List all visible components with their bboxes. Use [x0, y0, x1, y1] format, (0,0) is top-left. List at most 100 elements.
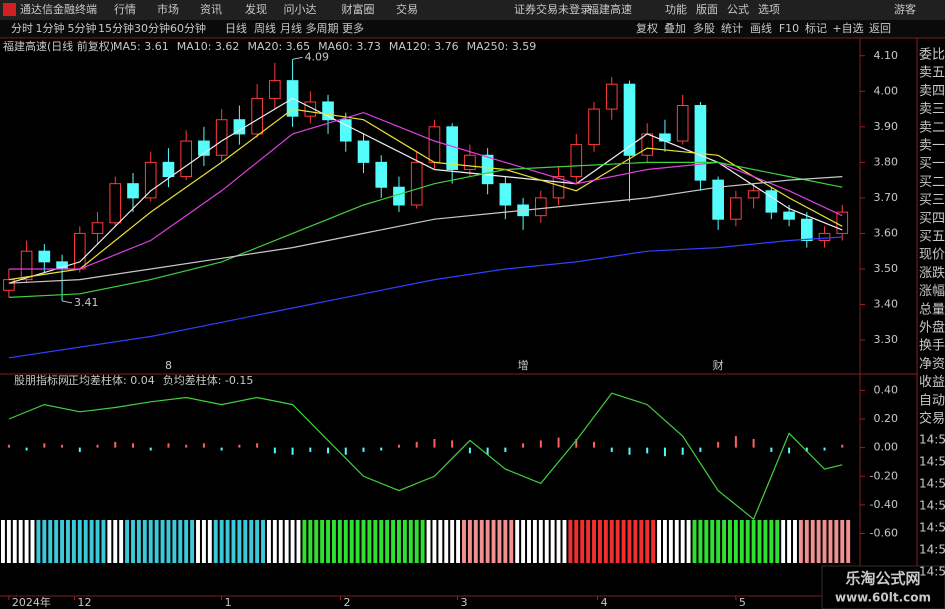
toolbar-button[interactable]: 多股: [693, 21, 715, 35]
toolbar-button[interactable]: 画线: [750, 21, 772, 35]
signal-bar: [657, 520, 661, 563]
signal-bar: [207, 520, 212, 563]
legend-entry: MA60: 3.73: [318, 40, 381, 53]
app-title: 通达信金融终端: [20, 2, 97, 16]
period-button[interactable]: 15分钟: [98, 21, 134, 35]
period-button[interactable]: 日线: [225, 21, 247, 35]
event-marker: 增: [518, 358, 529, 372]
annotation: 3.41: [74, 296, 99, 309]
signal-bar: [219, 520, 224, 563]
period-button[interactable]: 周线: [254, 21, 276, 35]
toolbar-button[interactable]: F10: [779, 22, 799, 35]
y-tick-label: -0.60: [870, 527, 898, 540]
menu-item[interactable]: 公式: [727, 3, 749, 16]
toolbar-button[interactable]: 标记: [805, 21, 827, 35]
y-tick-label: 4.00: [874, 84, 899, 97]
signal-bar: [77, 520, 82, 563]
signal-bar: [586, 520, 591, 563]
signal-bar: [544, 520, 549, 563]
menu-item[interactable]: 资讯: [200, 3, 222, 16]
toolbar-button[interactable]: 复权: [636, 21, 658, 35]
signal-bar: [609, 520, 614, 563]
menu-item[interactable]: 交易: [396, 2, 418, 16]
toolbar-button[interactable]: +自选: [832, 22, 863, 35]
side-label: 外盘: [919, 320, 945, 336]
candle-body: [215, 119, 228, 156]
signal-bar: [6, 520, 11, 563]
signal-bar: [266, 520, 271, 563]
candle-body: [109, 183, 122, 224]
candle-body: [198, 140, 210, 156]
menu-item[interactable]: 市场: [157, 2, 179, 16]
signal-bar: [302, 520, 307, 563]
x-tick-label: 5: [739, 596, 746, 609]
signal-bar: [698, 520, 703, 563]
signal-bar: [178, 520, 183, 563]
period-button[interactable]: 更多: [342, 21, 364, 35]
y-tick-label: 4.10: [874, 49, 899, 62]
side-label: 收益: [919, 375, 945, 390]
menu-item[interactable]: 行情: [114, 3, 136, 16]
signal-bar: [397, 520, 401, 563]
period-button[interactable]: 30分钟: [134, 21, 170, 35]
signal-bar: [172, 520, 177, 563]
signal-bar: [603, 520, 608, 563]
menu-item[interactable]: 选项: [758, 3, 780, 16]
signal-bar: [337, 520, 342, 563]
signal-bar: [775, 520, 780, 563]
candle-body: [322, 101, 334, 121]
line: [8, 236, 843, 359]
signal-bar: [722, 520, 727, 563]
side-label: 委比: [919, 48, 945, 63]
signal-bar: [237, 520, 242, 563]
period-button[interactable]: 60分钟: [170, 21, 206, 35]
period-button[interactable]: 多周期: [306, 21, 339, 35]
candle-body: [588, 108, 600, 146]
signal-bar: [491, 520, 496, 563]
candle-body: [464, 154, 476, 170]
y-tick-label: 3.80: [874, 155, 899, 168]
period-button[interactable]: 月线: [280, 21, 302, 35]
candle-body: [410, 161, 423, 206]
menu-item[interactable]: 问小达: [284, 3, 317, 16]
menu-item[interactable]: 财富圈: [342, 2, 375, 16]
signal-bar: [420, 520, 425, 563]
signal-bar: [574, 520, 579, 563]
chart-title: 福建高速(日线 前复权): [3, 39, 114, 53]
candle-body: [570, 144, 583, 178]
signal-bar: [142, 520, 147, 563]
period-button[interactable]: 5分钟: [68, 21, 97, 35]
menu-item[interactable]: 发现: [245, 2, 267, 16]
signal-bar: [692, 520, 697, 563]
login-status[interactable]: 证券交易未登录: [514, 2, 591, 16]
toolbar-button[interactable]: 返回: [869, 22, 891, 35]
candle-body: [375, 161, 388, 188]
signal-bar: [54, 520, 59, 563]
signal-bar: [284, 520, 289, 563]
user[interactable]: 游客: [894, 2, 916, 16]
signal-bar: [361, 520, 366, 563]
signal-bar: [503, 520, 508, 563]
menu-item[interactable]: 版面: [696, 2, 718, 16]
signal-bar: [379, 520, 384, 563]
side-time: 14:56: [919, 499, 945, 513]
candle-body: [180, 140, 193, 178]
signal-bar: [467, 520, 472, 563]
side-label: 换手: [919, 339, 945, 354]
signal-bar: [308, 520, 313, 563]
signal-bar: [42, 520, 47, 563]
period-button[interactable]: 1分钟: [36, 21, 65, 35]
toolbar-button[interactable]: 统计: [721, 22, 743, 35]
signal-bar: [645, 520, 650, 563]
signal-bar: [733, 520, 738, 563]
menu-item[interactable]: 功能: [665, 2, 687, 16]
candle-body: [251, 97, 263, 135]
annotation: 4.09: [305, 50, 330, 63]
side-label: 涨跌: [919, 265, 945, 281]
toolbar-button[interactable]: 叠加: [664, 22, 686, 35]
signal-bar: [580, 520, 585, 563]
line: [8, 392, 843, 521]
period-button[interactable]: 分时: [11, 22, 33, 35]
line: [8, 176, 843, 284]
candle-body: [535, 197, 547, 217]
